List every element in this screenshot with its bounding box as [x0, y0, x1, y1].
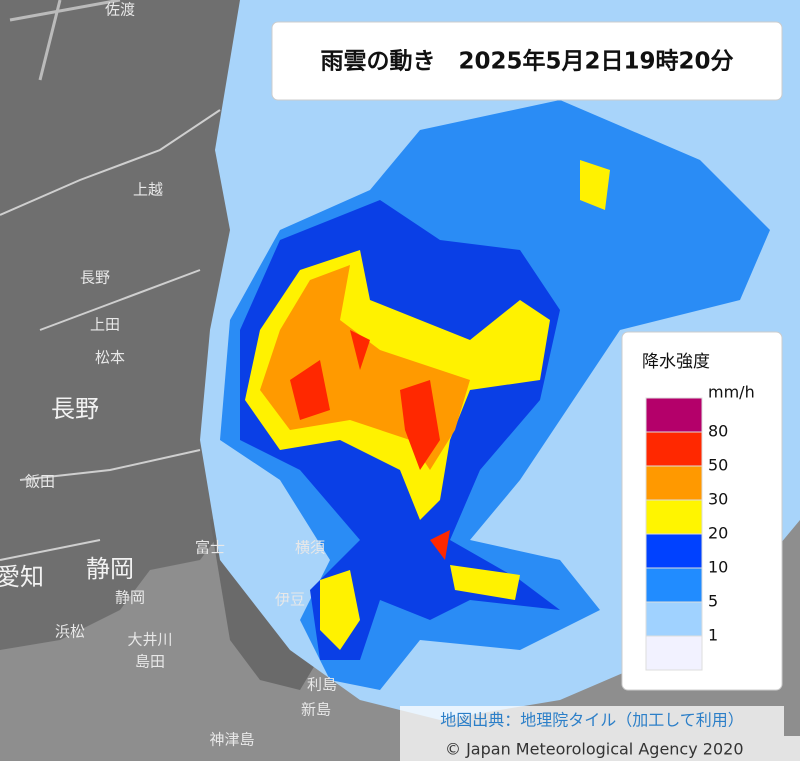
place-label: 神津島 [209, 731, 254, 749]
legend-scale: 80 50 30 20 10 5 1 [645, 397, 728, 671]
place-label: 上田 [90, 316, 120, 334]
place-label: 新島 [301, 701, 331, 719]
place-label: 富士 [195, 539, 225, 557]
place-label: 長野 [51, 395, 99, 423]
legend-title: 降水強度 [642, 352, 710, 372]
legend-swatch [645, 567, 703, 603]
place-label: 横須 [295, 539, 325, 557]
copyright-bg [400, 736, 800, 761]
title: 雨雲の動き 2025年5月2日19時20分 [320, 48, 733, 75]
legend-label: 80 [708, 422, 728, 441]
place-label: 愛知 [0, 563, 44, 591]
map-source: 地図出典：地理院タイル（加工して利用） [440, 711, 744, 730]
legend-label: 1 [708, 626, 718, 645]
rain-yellow-2 [320, 160, 610, 650]
land [0, 0, 260, 650]
copyright: © Japan Meteorological Agency 2020 [445, 740, 744, 759]
legend-swatch [645, 499, 703, 535]
place-label: 静岡 [86, 555, 134, 583]
place-label: 静岡 [115, 589, 145, 607]
legend-label: 30 [708, 490, 728, 509]
place-label: 松本 [95, 349, 125, 367]
legend-swatch [645, 431, 703, 467]
legend-swatch [645, 465, 703, 501]
title-box [271, 21, 783, 101]
legend-swatch [645, 397, 703, 433]
place-label: 伊豆 [275, 591, 305, 609]
border-lines [0, 109, 221, 561]
attribution-bg [400, 706, 784, 736]
legend-label: 50 [708, 456, 728, 475]
place-label: 長野 [80, 269, 110, 287]
sado [9, 0, 121, 81]
legend-label: 5 [708, 592, 718, 611]
place-label: 利島 [307, 676, 337, 694]
legend-label: 20 [708, 524, 728, 543]
legend-swatch [645, 601, 703, 637]
legend-swatch [645, 533, 703, 569]
legend-unit: mm/h [708, 383, 755, 402]
place-label: 佐渡 [105, 1, 135, 19]
rain-red [290, 330, 450, 560]
place-label: 飯田 [25, 473, 55, 491]
place-label: 大井川 [127, 631, 172, 649]
place-label: 上越 [133, 181, 163, 199]
place-label: 島田 [135, 653, 165, 671]
legend-swatch [645, 635, 703, 671]
legend-label: 10 [708, 558, 728, 577]
place-label: 浜松 [55, 623, 85, 641]
